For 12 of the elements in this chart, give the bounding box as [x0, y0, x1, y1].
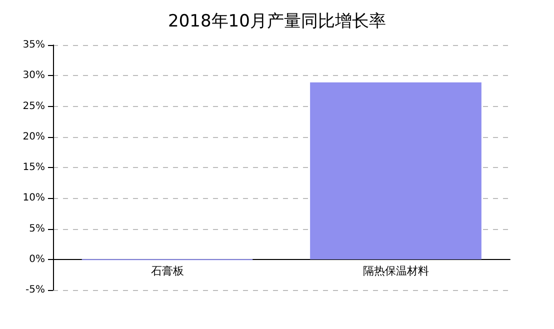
- y-tick-label: 0%: [29, 254, 45, 265]
- y-tick-label: 30%: [22, 70, 45, 82]
- y-tick-label: 5%: [29, 223, 45, 234]
- chart-title: 2018年10月产量同比增长率: [168, 12, 386, 32]
- y-tick-label: 20%: [22, 131, 45, 142]
- y-tick-label: -5%: [26, 284, 45, 296]
- y-tick-label: 25%: [22, 100, 45, 112]
- y-tick-label: 10%: [22, 192, 45, 204]
- y-tick-label: 15%: [22, 162, 45, 173]
- x-tick-label: 石膏板: [150, 264, 184, 278]
- x-tick-label: 隔热保温材料: [362, 264, 429, 278]
- y-tick-label: 35%: [22, 40, 45, 50]
